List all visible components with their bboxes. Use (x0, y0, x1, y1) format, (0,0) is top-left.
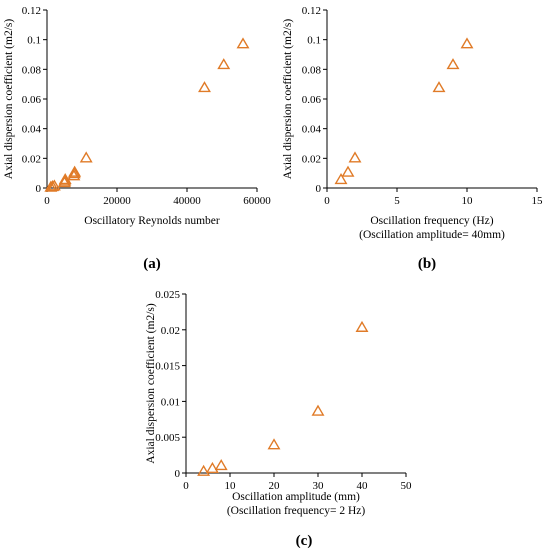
data-point (67, 169, 81, 181)
data-point (348, 151, 362, 163)
x-tick-label: 50 (401, 480, 413, 492)
x-tick-label: 20 (269, 480, 281, 492)
panel-label: (c) (296, 533, 313, 549)
y-axis-label: Axial dispersion coefficient (m2/s) (282, 19, 294, 180)
y-tick-label: 0.02 (302, 153, 321, 165)
x-axis-sublabel: (Oscillation frequency= 2 Hz) (227, 505, 366, 517)
chart-panel-a: 0 20000 40000 60000 0 0.02 0.04 0.06 0.08 0.1 0.12… (3, 5, 271, 272)
x-tick-label: 10 (225, 480, 237, 492)
y-tick-label: 0.02 (22, 153, 41, 165)
data-point (197, 464, 211, 476)
data-point (236, 37, 250, 49)
x-tick-label: 5 (394, 195, 400, 207)
y-tick-label: 0 (175, 468, 181, 480)
data-point (79, 151, 93, 163)
data-point (432, 81, 446, 93)
data-point (460, 37, 474, 49)
data-point (341, 165, 355, 177)
data-point (68, 165, 82, 177)
y-tick-label: 0.04 (302, 124, 322, 136)
data-point (47, 179, 61, 191)
y-tick-label: 0.1 (307, 35, 321, 47)
data-point (311, 404, 325, 416)
x-axis-sublabel: (Oscillation amplitude= 40mm) (359, 229, 505, 241)
y-tick-label: 0.01 (161, 396, 180, 408)
x-tick-label: 15 (532, 195, 544, 207)
y-axis-label: Axial dispersion coefficient (m2/s) (3, 19, 15, 180)
y-tick-label: 0 (316, 183, 322, 195)
data-point (446, 58, 460, 70)
data-point (198, 81, 211, 93)
x-tick-label: 10 (462, 195, 474, 207)
x-tick-label: 0 (324, 195, 330, 207)
chart-panel-c: 0 10 20 30 40 50 0 0.005 0.01 0.015 0.02 0.025 Axial… (145, 289, 412, 549)
y-tick-label: 0.12 (22, 5, 41, 17)
y-tick-label: 0.1 (27, 35, 41, 47)
y-tick-label: 0.06 (22, 94, 42, 106)
y-tick-label: 0.04 (22, 124, 42, 136)
y-tick-label: 0.12 (302, 5, 321, 17)
x-tick-label: 20000 (103, 195, 131, 207)
y-tick-label: 0 (36, 183, 42, 195)
x-tick-label: 40 (357, 480, 369, 492)
data-point (334, 173, 348, 185)
chart-panel-b: 0 5 10 15 0 0.02 0.04 0.06 0.08 0.1 0.12 Axial disp… (282, 5, 543, 272)
y-tick-label: 0.02 (161, 325, 180, 337)
y-tick-label: 0.08 (22, 64, 42, 76)
panel-label: (b) (418, 256, 436, 272)
data-point (214, 459, 228, 471)
data-point (205, 461, 219, 474)
data-point (58, 173, 72, 185)
data-point (267, 438, 281, 450)
x-axis-label: Oscillatory Reynolds number (84, 215, 220, 227)
x-tick-label: 0 (183, 480, 189, 492)
x-tick-label: 30 (313, 480, 325, 492)
panel-label: (a) (143, 256, 161, 272)
y-tick-label: 0.015 (155, 361, 180, 373)
x-tick-label: 60000 (243, 195, 271, 207)
x-axis-label: Oscillation frequency (Hz) (370, 215, 493, 227)
y-axis-label: Axial dispersion coefficient (m2/s) (145, 303, 157, 464)
y-tick-label: 0.08 (302, 64, 322, 76)
x-axis-label: Oscillation amplitude (mm) (232, 491, 360, 503)
y-tick-label: 0.005 (155, 432, 180, 444)
y-tick-label: 0.06 (302, 94, 322, 106)
x-tick-label: 40000 (173, 195, 201, 207)
data-point (355, 320, 369, 332)
y-tick-label: 0.025 (155, 289, 180, 301)
data-point (217, 58, 231, 70)
x-tick-label: 0 (44, 195, 50, 207)
